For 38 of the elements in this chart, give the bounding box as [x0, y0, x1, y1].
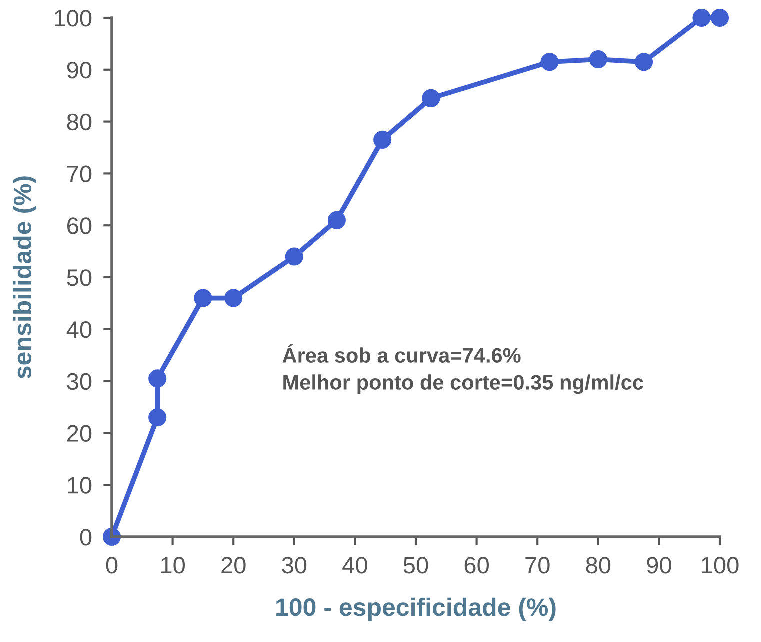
y-tick-label: 60 [67, 218, 92, 234]
x-tick-label: 50 [404, 557, 428, 574]
x-tick-label: 70 [526, 557, 550, 574]
point [422, 89, 440, 108]
point [692, 8, 711, 28]
point [285, 248, 304, 266]
point [634, 53, 654, 72]
point [194, 289, 212, 308]
point [148, 408, 167, 427]
x-tick-label: 100 [702, 557, 739, 574]
x-tick-label: 60 [464, 557, 490, 574]
y-tick-label: 90 [67, 62, 92, 79]
x-tick-label: 20 [222, 557, 246, 574]
y-tick-label: 100 [54, 10, 92, 27]
point [589, 50, 608, 69]
point [540, 53, 559, 72]
x-tick-label: 80 [586, 557, 611, 574]
point [710, 8, 730, 28]
y-tick-label: 40 [66, 321, 92, 338]
y-tick-label: 20 [67, 425, 92, 442]
y-tick-label: 70 [68, 166, 92, 182]
y-tick-label: 30 [67, 373, 92, 390]
y-axis-title: sensibilidade (%) [13, 176, 36, 379]
x-tick-label: 40 [342, 557, 368, 574]
x-tick-label: 30 [282, 557, 307, 574]
annotation: Área sob a curva=74.6% Melhor ponto de corte=0.35 ng/ml/cc [282, 344, 644, 394]
point [224, 289, 243, 308]
y-tick-label: 80 [67, 114, 92, 131]
x-tick-label: 10 [161, 557, 186, 574]
y-tick-label: 10 [68, 477, 92, 494]
point [328, 211, 346, 230]
x-tick-label: 0 [106, 557, 118, 574]
x-axis-title: 100 - especificidade (%) [276, 598, 556, 622]
point [374, 130, 392, 149]
y-tick-label: 0 [80, 529, 92, 546]
y-tick-label: 50 [67, 270, 92, 286]
x-tick-label: 90 [647, 557, 672, 574]
point [148, 370, 167, 388]
